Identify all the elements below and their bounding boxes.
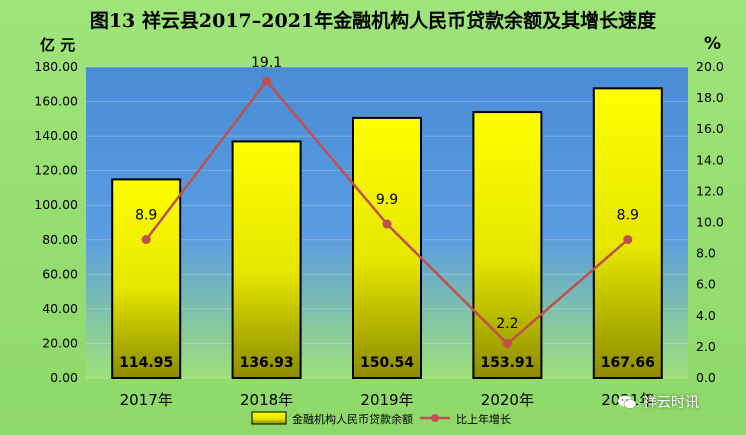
left-tick-label: 140.00 [34, 128, 78, 143]
left-tick-label: 100.00 [34, 197, 78, 212]
right-tick-label: 2.0 [696, 339, 716, 354]
bar-value-label: 153.91 [480, 355, 534, 371]
legend-line-marker [431, 414, 439, 422]
right-tick-label: 18.0 [696, 90, 724, 105]
growth-value-label: 8.9 [135, 208, 157, 224]
left-tick-label: 180.00 [34, 59, 78, 74]
right-tick-label: 6.0 [696, 277, 716, 292]
chart-title: 图13 祥云县2017–2021年金融机构人民币贷款余额及其增长速度 [89, 10, 657, 32]
category-label: 2019年 [360, 391, 413, 409]
left-tick-label: 40.00 [42, 301, 78, 316]
category-label: 2017年 [120, 391, 173, 409]
right-tick-label: 8.0 [696, 246, 716, 261]
right-tick-label: 4.0 [696, 308, 716, 323]
growth-value-label: 8.9 [617, 208, 639, 224]
right-tick-label: 10.0 [696, 215, 724, 230]
right-axis-unit: % [704, 34, 722, 54]
legend-bar-label: 金融机构人民币贷款余额 [292, 412, 413, 426]
bar-value-label: 136.93 [240, 355, 294, 371]
left-axis-unit: 亿 元 [40, 36, 76, 54]
growth-value-label: 2.2 [496, 316, 518, 332]
right-tick-label: 12.0 [696, 183, 724, 198]
left-tick-label: 60.00 [42, 266, 78, 281]
bar [111, 178, 182, 379]
legend-bar-swatch [251, 411, 287, 425]
growth-value-label: 19.1 [251, 55, 282, 71]
growth-point [382, 219, 392, 229]
right-tick-label: 20.0 [696, 59, 724, 74]
growth-point [141, 235, 151, 245]
category-label: 2020年 [481, 391, 534, 409]
growth-point [623, 235, 633, 245]
bar [231, 140, 302, 379]
left-tick-label: 120.00 [34, 163, 78, 178]
left-tick-label: 20.00 [42, 335, 78, 350]
growth-point [502, 339, 512, 349]
wechat-icon [618, 395, 637, 409]
bar-value-label: 150.54 [360, 355, 414, 371]
left-tick-label: 0.00 [50, 370, 78, 385]
watermark: 祥云时讯 [617, 392, 699, 412]
right-tick-label: 14.0 [696, 152, 724, 167]
growth-value-label: 9.9 [376, 192, 398, 208]
growth-point [262, 76, 272, 86]
category-label: 2018年 [240, 391, 293, 409]
right-tick-label: 0.0 [696, 370, 716, 385]
bar-value-label: 114.95 [119, 355, 173, 371]
left-tick-label: 160.00 [34, 94, 78, 109]
right-tick-label: 16.0 [696, 121, 724, 136]
bar [592, 87, 663, 380]
bar [472, 111, 543, 379]
watermark-text: 祥云时讯 [643, 395, 699, 411]
bar-value-label: 167.66 [601, 355, 655, 371]
legend-line-label: 比上年增长 [456, 412, 511, 426]
left-tick-label: 80.00 [42, 232, 78, 247]
